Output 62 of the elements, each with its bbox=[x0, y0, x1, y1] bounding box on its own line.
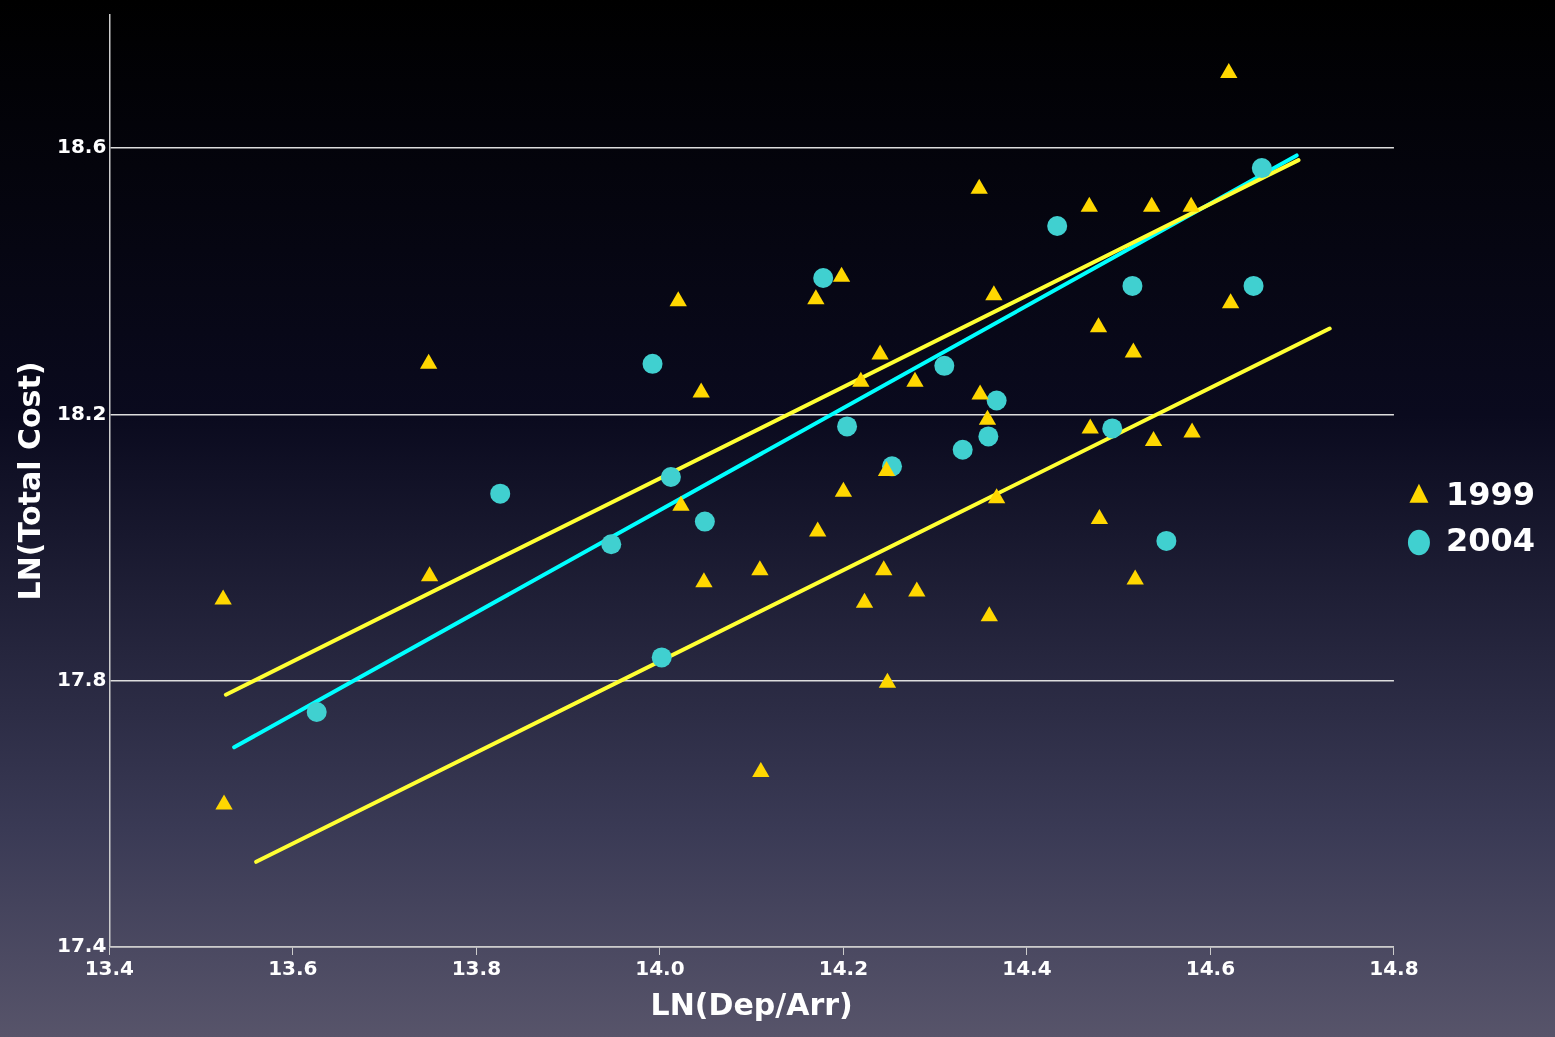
point bbox=[934, 355, 955, 376]
point bbox=[642, 353, 663, 374]
point bbox=[1143, 196, 1161, 212]
point bbox=[695, 572, 713, 588]
point bbox=[420, 353, 438, 369]
point bbox=[1220, 62, 1238, 78]
point bbox=[980, 606, 998, 622]
point bbox=[834, 481, 853, 497]
point bbox=[855, 592, 874, 608]
y-tick-label: 18.6 bbox=[56, 134, 107, 159]
y-axis-title: LN(Total Cost) bbox=[11, 361, 47, 601]
point bbox=[420, 566, 439, 582]
point bbox=[214, 589, 232, 605]
point bbox=[1221, 293, 1240, 309]
point bbox=[871, 344, 889, 360]
x-tick-label: 14.2 bbox=[818, 956, 869, 981]
point bbox=[752, 761, 770, 777]
point bbox=[971, 384, 989, 400]
point bbox=[809, 521, 827, 537]
point bbox=[751, 560, 769, 576]
point bbox=[1090, 508, 1109, 524]
x-tick-label: 14.8 bbox=[1369, 956, 1419, 981]
x-tick-label: 13.4 bbox=[84, 956, 135, 981]
point bbox=[1183, 422, 1201, 438]
point bbox=[1243, 275, 1264, 296]
point bbox=[1156, 530, 1177, 551]
point bbox=[1182, 196, 1200, 212]
point bbox=[878, 672, 897, 688]
x-tick-label: 14.4 bbox=[1002, 956, 1052, 981]
point bbox=[807, 289, 825, 305]
point bbox=[970, 178, 988, 194]
point bbox=[978, 409, 997, 425]
point bbox=[1089, 317, 1108, 333]
point bbox=[1081, 418, 1099, 434]
x-tick-label: 14.0 bbox=[635, 956, 685, 981]
x-axis-title: LN(Dep/Arr) bbox=[650, 986, 853, 1022]
x-tick-label: 13.6 bbox=[268, 956, 318, 981]
point bbox=[875, 560, 893, 576]
point bbox=[832, 266, 851, 282]
legend-label: 2004 bbox=[1445, 520, 1535, 559]
x-tick-label: 13.8 bbox=[451, 956, 502, 981]
point bbox=[813, 267, 834, 288]
point bbox=[1144, 431, 1163, 447]
point bbox=[669, 291, 687, 307]
point bbox=[1122, 275, 1143, 296]
legend-label: 1999 bbox=[1445, 474, 1535, 513]
point bbox=[908, 581, 926, 597]
point bbox=[692, 382, 710, 398]
point bbox=[1080, 196, 1098, 212]
point bbox=[215, 794, 233, 810]
point bbox=[852, 371, 870, 387]
point bbox=[1124, 342, 1143, 358]
point bbox=[987, 488, 1006, 504]
point bbox=[1126, 569, 1144, 585]
x-tick-label: 14.6 bbox=[1185, 956, 1236, 981]
point bbox=[906, 371, 924, 387]
point bbox=[877, 461, 896, 477]
point bbox=[672, 495, 690, 511]
y-tick-label: 18.2 bbox=[56, 400, 107, 425]
y-tick-label: 17.8 bbox=[56, 666, 107, 691]
point bbox=[985, 285, 1003, 301]
y-tick-label: 17.4 bbox=[56, 933, 107, 958]
